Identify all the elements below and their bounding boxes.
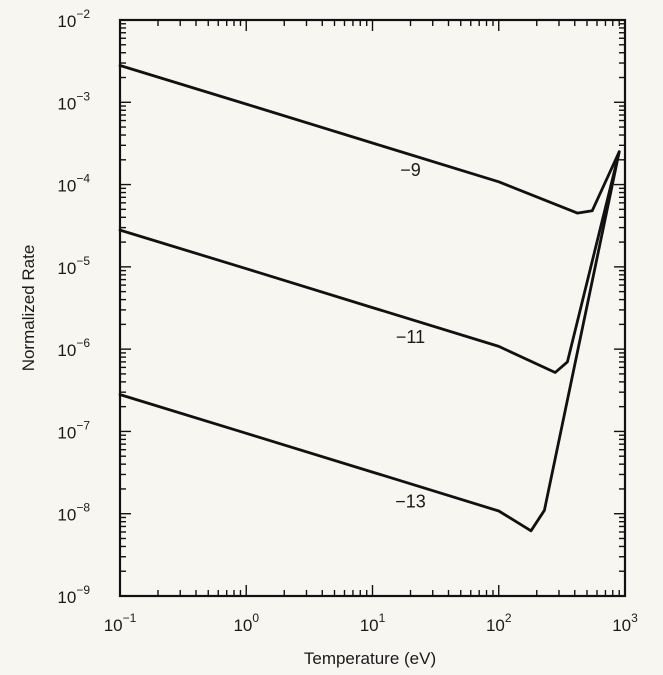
series-label-1: −9 xyxy=(400,160,421,180)
x-tick-label: 100 xyxy=(233,611,259,635)
tick-labels-layer: 10−1 100 101 102 103 10−9 10−8 10−7 10−6 10−5 10−4… xyxy=(57,7,638,635)
y-tick-label: 10−2 xyxy=(57,7,90,31)
x-tick-label: 103 xyxy=(612,611,638,635)
y-tick-label: 10−9 xyxy=(57,583,90,607)
series-label-3: −13 xyxy=(395,492,426,512)
y-tick-label: 10−3 xyxy=(57,89,90,113)
series-line-1 xyxy=(118,64,621,215)
y-tick-label: 10−4 xyxy=(57,172,90,196)
series-labels-layer: −9 −11 −13 xyxy=(395,160,426,512)
series-line-3 xyxy=(118,150,621,533)
y-tick-label: 10−7 xyxy=(57,418,90,442)
series-label-2: −11 xyxy=(396,327,425,347)
y-tick-label: 10−8 xyxy=(57,501,90,525)
series-layer xyxy=(118,64,621,533)
x-tick-label: 101 xyxy=(360,611,386,635)
series-line-2 xyxy=(118,150,621,374)
y-axis-title: Normalized Rate xyxy=(19,245,38,372)
y-tick-label: 10−5 xyxy=(57,254,90,278)
x-axis-title: Temperature (eV) xyxy=(304,649,436,668)
y-tick-label: 10−6 xyxy=(57,336,90,360)
x-tick-label: 102 xyxy=(486,611,512,635)
plot-frame xyxy=(118,18,627,598)
x-tick-label: 10−1 xyxy=(104,611,137,635)
